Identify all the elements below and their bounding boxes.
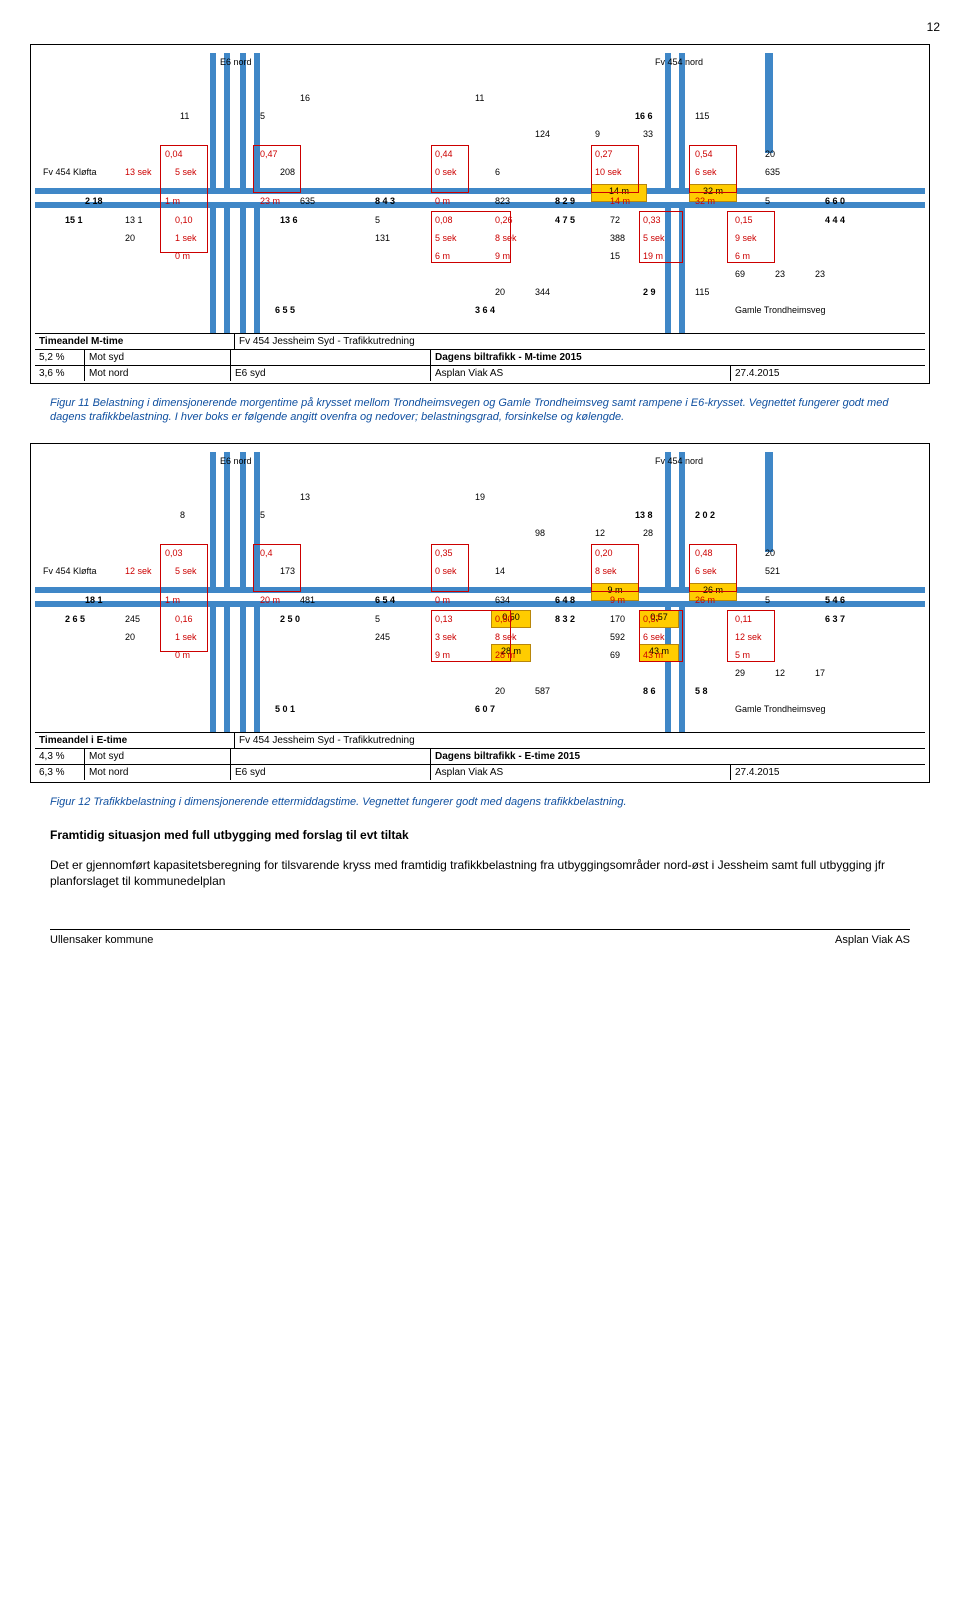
page-number: 12 bbox=[20, 20, 940, 34]
page-footer: Ullensaker kommune Asplan Viak AS bbox=[50, 929, 910, 946]
caption-fig12: Figur 12 Trafikkbelastning i dimensjoner… bbox=[50, 795, 910, 809]
diagram-afternoon: E6 nordFv 454 nord9 m26 m0,500,5728 m43 … bbox=[30, 443, 930, 783]
body-paragraph: Det er gjennomført kapasitetsberegning f… bbox=[50, 857, 910, 889]
footer-left: Ullensaker kommune bbox=[50, 934, 153, 946]
section-heading: Framtidig situasjon med full utbygging m… bbox=[50, 827, 910, 843]
footer-right: Asplan Viak AS bbox=[835, 934, 910, 946]
caption-fig11: Figur 11 Belastning i dimensjonerende mo… bbox=[50, 396, 910, 425]
diagram-morning: E6 nordFv 454 nord14 m32 m161111516 6115… bbox=[30, 44, 930, 384]
